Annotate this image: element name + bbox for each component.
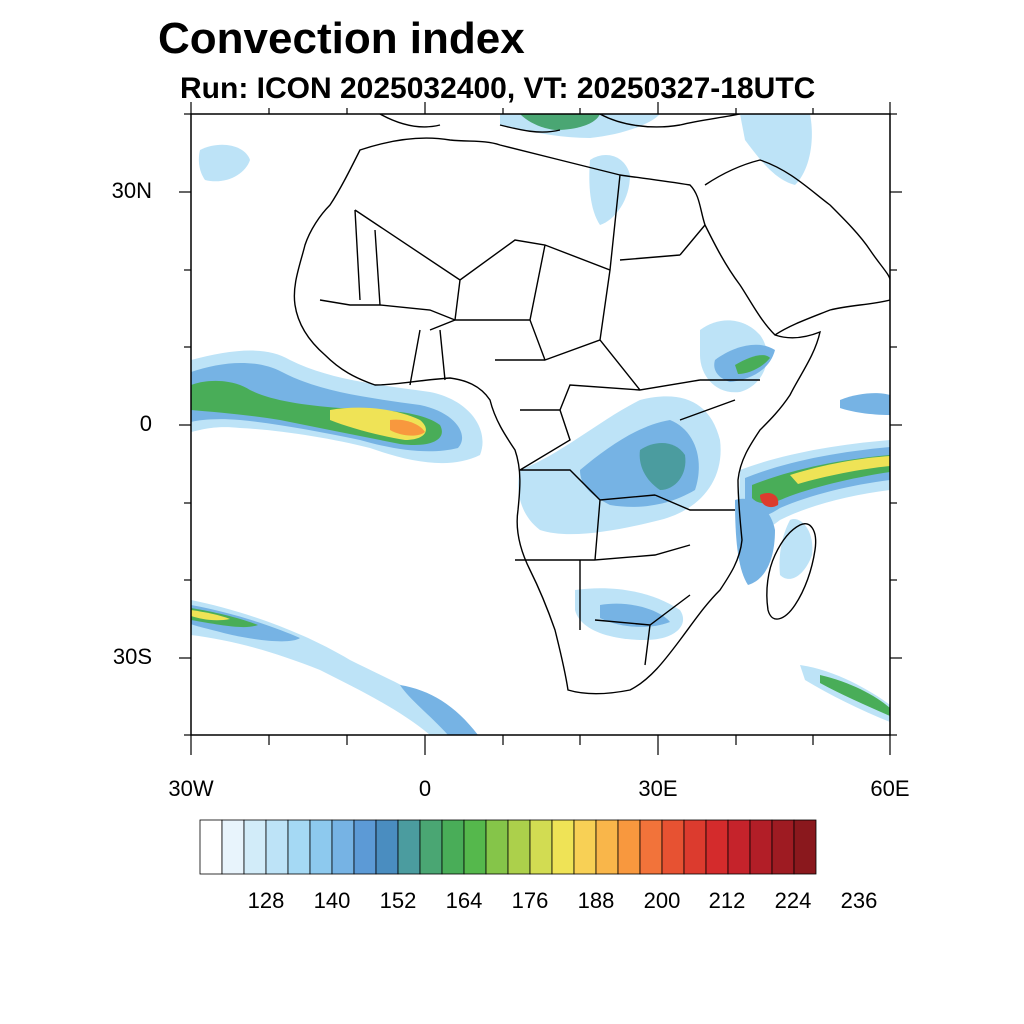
convection-mediterranean-mid bbox=[520, 114, 600, 130]
colorbar-box bbox=[485, 819, 509, 875]
colorbar bbox=[199, 819, 817, 875]
convection-nw-atlantic bbox=[198, 144, 250, 182]
colorbar-box bbox=[463, 819, 487, 875]
colorbar-box bbox=[221, 819, 245, 875]
colorbar-box bbox=[375, 819, 399, 875]
convection-south-atlantic-2 bbox=[400, 685, 478, 735]
convection-field bbox=[191, 114, 890, 735]
convection-indian-red bbox=[760, 493, 779, 508]
colorbar-label: 212 bbox=[708, 888, 746, 913]
colorbar-label: 224 bbox=[774, 888, 812, 913]
colorbar-label: 140 bbox=[313, 888, 351, 913]
lat-label-30s: 30S bbox=[112, 644, 152, 669]
lon-label-60e: 60E bbox=[870, 776, 910, 801]
colorbar-box bbox=[749, 819, 773, 875]
colorbar-box bbox=[661, 819, 685, 875]
lon-ticks bbox=[190, 102, 891, 755]
colorbar-box bbox=[287, 819, 311, 875]
map-title: Convection index bbox=[158, 14, 525, 63]
convection-south-atlantic-yellow bbox=[191, 610, 230, 621]
colorbar-label: 176 bbox=[511, 888, 549, 913]
colorbar-box bbox=[793, 819, 817, 875]
colorbar-label: 152 bbox=[379, 888, 417, 913]
colorbar-box bbox=[639, 819, 663, 875]
colorbar-box bbox=[595, 819, 619, 875]
colorbar-box bbox=[309, 819, 333, 875]
colorbar-box bbox=[507, 819, 531, 875]
colorbar-box bbox=[617, 819, 641, 875]
colorbar-box bbox=[551, 819, 575, 875]
colorbar-box bbox=[771, 819, 795, 875]
colorbar-box bbox=[683, 819, 707, 875]
lat-ticks bbox=[179, 113, 902, 736]
arabia-coastline bbox=[704, 159, 890, 336]
colorbar-label: 188 bbox=[577, 888, 615, 913]
colorbar-box bbox=[529, 819, 553, 875]
country-borders bbox=[319, 174, 760, 666]
lat-label-0: 0 bbox=[139, 411, 152, 436]
madagascar-coastline bbox=[766, 523, 817, 620]
colorbar-box bbox=[353, 819, 377, 875]
colorbar-label: 236 bbox=[840, 888, 878, 913]
colorbar-label: 200 bbox=[643, 888, 681, 913]
colorbar-label: 164 bbox=[445, 888, 483, 913]
lon-label-30e: 30E bbox=[638, 776, 678, 801]
africa-coastline bbox=[293, 137, 821, 695]
lon-label-0: 0 bbox=[418, 776, 432, 801]
convection-egypt bbox=[589, 155, 630, 225]
colorbar-box bbox=[199, 819, 223, 875]
lat-label-30n: 30N bbox=[111, 178, 152, 203]
colorbar-box bbox=[573, 819, 597, 875]
convection-south-indian-mid bbox=[820, 675, 890, 716]
convection-ethiopia-green bbox=[735, 355, 770, 374]
colorbar-box bbox=[331, 819, 355, 875]
colorbar-box bbox=[441, 819, 465, 875]
colorbar-label: 128 bbox=[247, 888, 285, 913]
colorbar-box bbox=[705, 819, 729, 875]
convection-arabian-sea bbox=[840, 393, 890, 415]
lon-label-30w: 30W bbox=[168, 776, 214, 801]
convection-central-africa-teal bbox=[639, 443, 686, 490]
map-subtitle: Run: ICON 2025032400, VT: 20250327-18UTC bbox=[180, 72, 816, 105]
convection-guinea-orange bbox=[390, 419, 425, 436]
convection-arabia bbox=[740, 114, 812, 185]
colorbar-box bbox=[397, 819, 421, 875]
colorbar-box bbox=[727, 819, 751, 875]
coastlines bbox=[293, 114, 890, 695]
colorbar-box bbox=[419, 819, 443, 875]
europe-coastline bbox=[379, 114, 741, 133]
convection-southern-africa-mid bbox=[600, 603, 670, 627]
colorbar-box bbox=[243, 819, 267, 875]
convection-indian-yellow bbox=[790, 456, 890, 484]
convection-mozambique bbox=[735, 498, 775, 585]
colorbar-box bbox=[265, 819, 289, 875]
